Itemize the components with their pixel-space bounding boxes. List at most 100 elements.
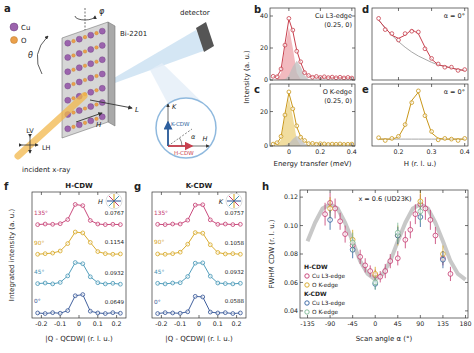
x-tick (375, 315, 376, 318)
marker (231, 223, 235, 227)
marker (111, 252, 115, 256)
h-cdw-label: H-CDW (174, 150, 194, 156)
x-tick-label: 0.2 (232, 320, 242, 327)
o-atom (83, 64, 87, 68)
marker (163, 282, 167, 286)
marker (43, 281, 47, 285)
l-label: L (135, 106, 139, 114)
x-tick (398, 143, 399, 146)
cu-atom (88, 118, 94, 124)
x-tick-label: 180 (459, 320, 471, 327)
o-atom (95, 74, 99, 78)
x-tick (420, 190, 421, 193)
x-tick (398, 84, 399, 87)
x-tick (161, 315, 162, 318)
x-tick (236, 315, 237, 318)
marker (208, 310, 212, 314)
lh-label: LH (42, 144, 51, 152)
y-tick (352, 80, 355, 81)
x-tick (307, 315, 308, 318)
annotation: O K-edge (323, 88, 352, 96)
marker (410, 101, 414, 105)
marker (201, 261, 205, 265)
figure: aCuOBi-2201φθLHLVLHincident x-raydetecto… (0, 0, 474, 353)
marker (118, 311, 122, 315)
marker (201, 203, 205, 207)
x-tick (79, 315, 80, 318)
alpha-line (168, 129, 192, 146)
o-atom (83, 107, 87, 111)
marker (223, 311, 227, 315)
panel-f: f-0.2-0.100.10.2H-CDW|Q - QCDW| (r. l. u… (4, 181, 126, 343)
y-tick (465, 282, 468, 283)
x-tick (464, 143, 465, 146)
series-label: 0° (154, 299, 161, 305)
y-tick-label: 20 (260, 44, 268, 51)
marker (223, 282, 227, 286)
marker (436, 138, 440, 142)
x-tick (60, 315, 61, 318)
x-tick (330, 190, 331, 193)
beam-label: incident x-ray (22, 166, 70, 174)
plot-area (271, 90, 354, 146)
legend-marker (305, 310, 309, 314)
x-tick (97, 192, 98, 195)
marker (231, 252, 235, 256)
y-label: Integrated intensity (a. u.) (8, 209, 16, 302)
legend-marker (305, 301, 309, 305)
marker (443, 137, 447, 141)
x-tick (352, 315, 353, 318)
x-tick (288, 84, 289, 87)
x-tick (351, 143, 352, 146)
x-tick (464, 8, 465, 11)
marker (58, 311, 62, 315)
h-label: H (96, 121, 102, 129)
marker (283, 43, 287, 47)
marker (413, 212, 418, 217)
marker (350, 240, 355, 245)
marker (350, 76, 354, 80)
plot-area (377, 89, 467, 142)
schematic: aCuOBi-2201φθLHLVLHincident x-raydetecto… (4, 3, 216, 174)
x-tick-label: 0.3 (427, 148, 437, 155)
o-atom (95, 103, 99, 107)
y-tick-label: 0.12 (284, 193, 298, 200)
x-tick (465, 190, 466, 193)
marker (163, 311, 167, 315)
h-cdw-arrow (168, 145, 192, 147)
x-tick (97, 315, 98, 318)
marker (73, 230, 77, 234)
marker (96, 222, 100, 226)
marker (358, 254, 363, 259)
cu-atom (65, 54, 71, 60)
marker (378, 274, 383, 279)
marker (88, 309, 92, 313)
x-tick-label: 0 (373, 320, 377, 327)
x-tick (288, 8, 289, 11)
y-tick (300, 282, 303, 283)
line (273, 93, 352, 144)
fwhm-label: 0.0649 (105, 299, 125, 305)
marker (377, 17, 381, 21)
marker (81, 262, 85, 266)
x-tick (288, 143, 289, 146)
marker (318, 76, 322, 80)
y-tick (465, 310, 468, 311)
marker (443, 65, 447, 69)
marker (201, 231, 205, 235)
marker (231, 312, 235, 316)
x-tick (420, 315, 421, 318)
marker (51, 251, 55, 255)
line (379, 20, 465, 70)
inset-direction (107, 201, 121, 202)
detector-label: detector (180, 9, 210, 17)
cu-atom (88, 46, 94, 52)
marker (416, 89, 420, 93)
panel-letter: d (362, 4, 369, 15)
panel-d: dα = 0° (362, 4, 468, 80)
panel-letter: e (362, 84, 369, 95)
fwhm-label: 0.0932 (105, 270, 124, 276)
line (273, 19, 352, 78)
area (273, 98, 352, 146)
marker (333, 206, 338, 211)
